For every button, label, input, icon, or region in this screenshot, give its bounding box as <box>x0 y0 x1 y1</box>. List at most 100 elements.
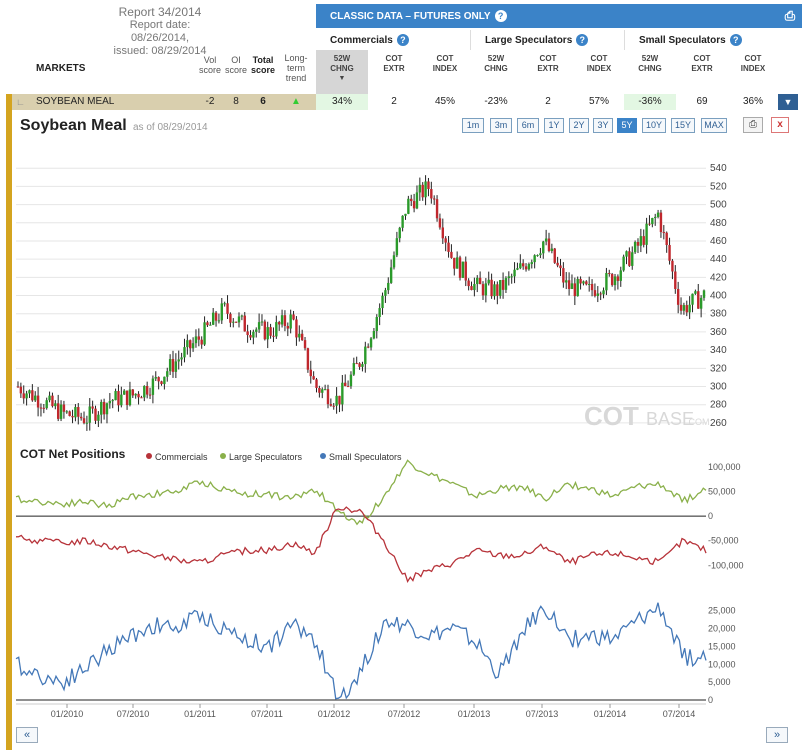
price-tick-label: 460 <box>710 236 727 247</box>
candle-body <box>151 378 155 395</box>
subcol-header-3[interactable]: 52W CHNG <box>470 54 522 74</box>
scroll-right-button[interactable]: » <box>766 727 788 743</box>
candle-body <box>530 262 533 265</box>
candle-body <box>567 280 571 289</box>
price-tick-label: 540 <box>710 163 727 174</box>
candle-body <box>321 389 324 393</box>
candle-body <box>590 283 594 291</box>
small-tick-label: 5,000 <box>708 677 731 687</box>
range-button-3m[interactable]: 3m <box>490 118 512 133</box>
price-tick-label: 420 <box>710 272 727 283</box>
report-info: Report 34/2014 Report date: 08/26/2014, … <box>100 6 220 58</box>
range-button-MAX[interactable]: MAX <box>701 118 727 133</box>
row-value-6: -36% <box>624 94 676 110</box>
candle-body <box>229 313 232 323</box>
candle-body <box>65 411 68 413</box>
candle-body <box>25 393 28 399</box>
chart-icon[interactable]: ∟ <box>16 97 25 107</box>
candle-body <box>375 317 378 332</box>
expand-down-icon[interactable]: ▼ <box>778 94 798 110</box>
candle-body <box>54 403 57 407</box>
scroll-left-button[interactable]: « <box>16 727 38 743</box>
range-button-1Y[interactable]: 1Y <box>544 118 564 133</box>
x-tick-label: 07/2010 <box>117 709 150 719</box>
legend-commercials[interactable]: Commercials <box>146 452 208 462</box>
range-button-15Y[interactable]: 15Y <box>671 118 695 133</box>
group-commercials-label: Commercials <box>330 35 393 46</box>
candle-body <box>665 232 668 246</box>
range-button-5Y[interactable]: 5Y <box>617 118 637 133</box>
candle-body <box>88 406 91 423</box>
subcol-header-line: 52W <box>487 54 505 63</box>
row-value-2: 45% <box>434 96 455 107</box>
range-button-3Y[interactable]: 3Y <box>593 118 613 133</box>
help-icon[interactable]: ? <box>729 34 742 46</box>
help-icon[interactable]: ? <box>494 10 507 22</box>
candle-body <box>501 279 505 290</box>
candle-body <box>303 340 307 349</box>
close-chart-icon[interactable]: x <box>771 117 789 133</box>
large-speculators-line <box>15 459 707 526</box>
legend-large-speculators[interactable]: Large Speculators <box>220 452 302 462</box>
candle-body <box>510 276 513 278</box>
candle-body <box>688 304 691 313</box>
row-value-3: -23% <box>484 96 508 107</box>
candle-body <box>404 213 407 216</box>
candle-body <box>194 336 198 344</box>
range-button-1m[interactable]: 1m <box>462 118 484 133</box>
subcol-header-8[interactable]: COT INDEX <box>728 54 778 74</box>
candle-body <box>435 199 439 219</box>
subcol-header-2[interactable]: COT INDEX <box>420 54 470 74</box>
subcol-header-line: CHNG <box>484 64 508 73</box>
classic-data-bar: CLASSIC DATA – FUTURES ONLY? ⎙ <box>316 4 802 28</box>
candle-body <box>295 319 298 338</box>
small-speculators-line <box>15 602 707 700</box>
range-button-10Y[interactable]: 10Y <box>642 118 666 133</box>
candle-body <box>654 216 657 219</box>
subcol-header-6[interactable]: 52W CHNG <box>624 54 676 74</box>
candle-body <box>369 338 373 348</box>
vol-score-header[interactable]: Vol score <box>198 55 222 75</box>
market-name[interactable]: SOYBEAN MEAL <box>36 96 115 107</box>
candle-body <box>438 218 442 228</box>
candle-body <box>28 390 31 394</box>
candle-body <box>186 340 189 348</box>
subcol-header-0[interactable]: 52W CHNG ▼ <box>316 54 368 84</box>
help-icon[interactable]: ? <box>576 34 589 46</box>
subcol-header-4[interactable]: COT EXTR <box>522 54 574 74</box>
market-row[interactable] <box>12 94 316 110</box>
subcol-header-1[interactable]: COT EXTR <box>368 54 420 74</box>
group-large-label: Large Speculators <box>485 35 573 46</box>
long-term-trend-header[interactable]: Long- term trend <box>280 53 312 83</box>
vol-score-header-l1: Vol <box>203 55 217 65</box>
range-button-2Y[interactable]: 2Y <box>569 118 589 133</box>
print-icon[interactable]: ⎙ <box>784 8 796 23</box>
oi-score-header[interactable]: OI score <box>222 55 250 75</box>
candle-body <box>77 407 80 417</box>
candle-body <box>309 369 312 377</box>
help-icon[interactable]: ? <box>396 34 409 46</box>
candle-body <box>628 251 631 266</box>
long-term-header-l1: Long- <box>284 53 308 63</box>
candle-body <box>499 279 502 296</box>
candle-body <box>335 395 338 406</box>
candle-body <box>533 255 536 263</box>
net-tick-label: -50,000 <box>708 536 739 546</box>
range-button-6m[interactable]: 6m <box>517 118 539 133</box>
print-chart-icon[interactable]: ⎙ <box>743 117 763 133</box>
subcol-header-line: 52W <box>641 54 659 63</box>
legend-small-speculators[interactable]: Small Speculators <box>320 452 402 462</box>
candle-body <box>685 305 688 313</box>
candle-body <box>323 389 327 391</box>
candle-body <box>315 379 318 389</box>
subcol-header-line: COT <box>744 54 762 63</box>
candle-body <box>197 336 201 340</box>
subcol-header-7[interactable]: COT EXTR <box>676 54 728 74</box>
row-value-7: 69 <box>696 96 708 107</box>
candle-body <box>381 295 384 309</box>
total-score-header[interactable]: Total score <box>248 55 278 75</box>
subcol-header-5[interactable]: COT INDEX <box>574 54 624 74</box>
candle-body <box>286 326 290 329</box>
candle-body <box>160 381 163 385</box>
